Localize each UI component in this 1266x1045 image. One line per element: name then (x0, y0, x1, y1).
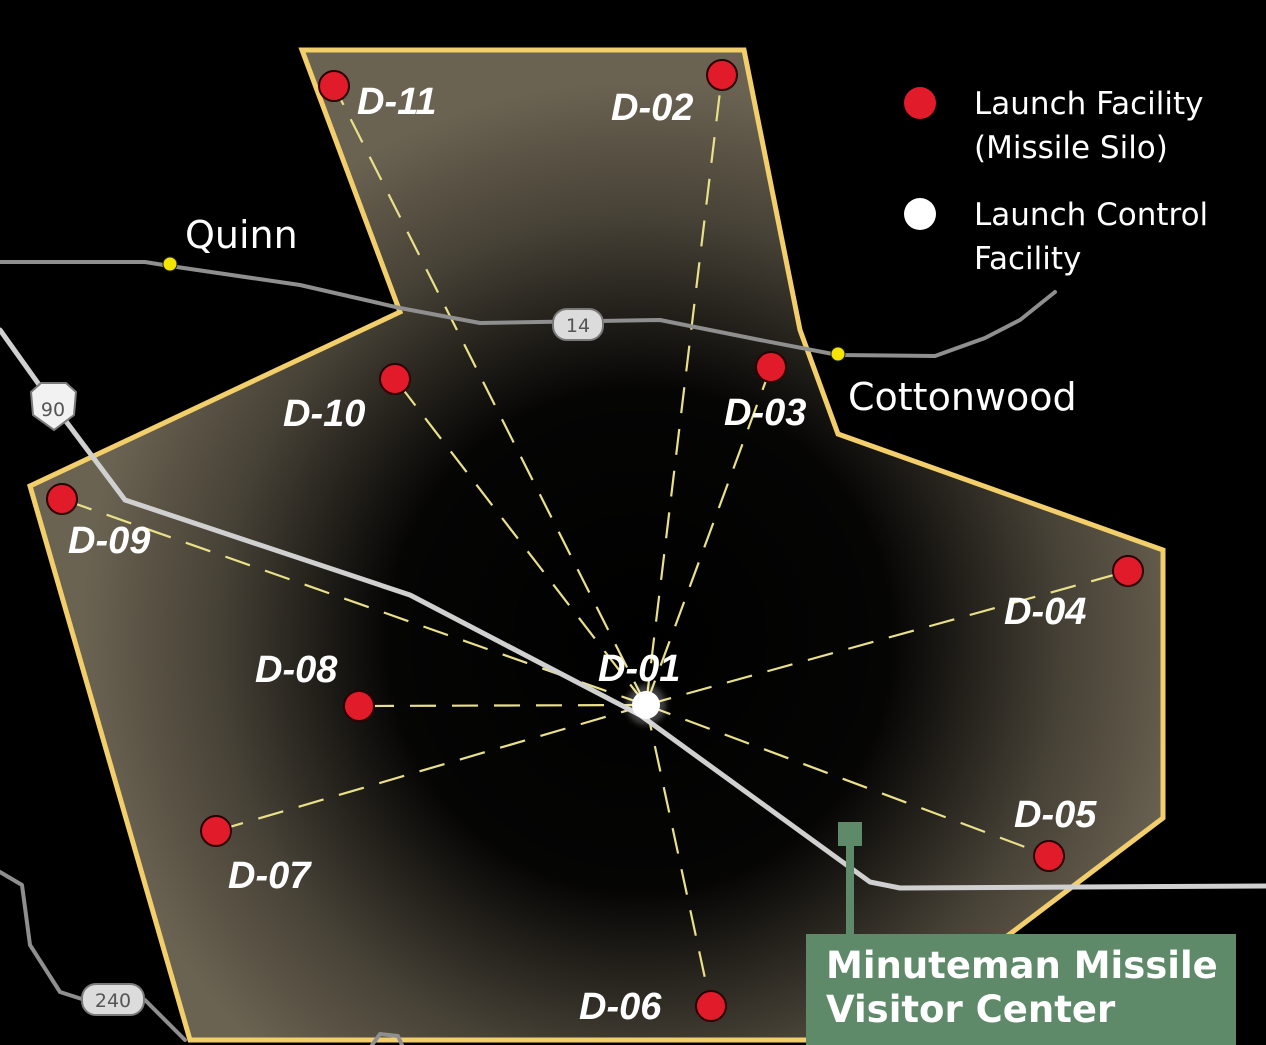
silo-label-d08: D-08 (255, 649, 338, 691)
visitor-center-callout (806, 934, 1236, 1045)
town-cottonwood: Cottonwood (830, 346, 1077, 419)
cable-line-d08 (358, 703, 647, 708)
cable-line-d03 (644, 366, 773, 706)
control-facility-dot (632, 691, 660, 719)
cable-line-d07 (215, 703, 647, 833)
legend-launch-facility-line1: Launch Facility (974, 86, 1203, 122)
legend-launch-facility-line2: (Missile Silo) (974, 130, 1168, 166)
silo-d02: D-02 (611, 59, 738, 129)
field-boundary (27, 47, 1166, 1043)
visitor-center-line2: Visitor Center (826, 988, 1116, 1031)
silo-label-d06: D-06 (579, 986, 662, 1028)
town-quinn: Quinn (162, 213, 298, 272)
legend-control-facility-line2: Facility (974, 241, 1081, 277)
silo-d07: D-07 (200, 815, 312, 897)
legend: Launch Facility (Missile Silo) Launch Co… (904, 86, 1208, 277)
cable-line-d05 (645, 703, 1050, 858)
silo-d03: D-03 (724, 351, 806, 434)
cable-line-d11 (333, 85, 647, 706)
town-label-cottonwood: Cottonwood (848, 375, 1077, 419)
silo-d06: D-06 (579, 986, 727, 1028)
town-label-quinn: Quinn (185, 213, 298, 257)
town-dot (830, 346, 846, 362)
silo-label-d02: D-02 (611, 87, 693, 129)
highway-14-shield: 14 (552, 308, 604, 341)
silo-label-d11: D-11 (357, 81, 437, 123)
cable-line-d06 (644, 704, 713, 1007)
silo-d05: D-05 (1014, 794, 1097, 872)
visitor-center: Minuteman Missile Visitor Center (806, 822, 1236, 1045)
silo-d10: D-10 (283, 363, 411, 435)
local-road (370, 1032, 404, 1045)
silo-label-d01: D-01 (598, 648, 680, 690)
silo-label-d03: D-03 (724, 392, 806, 434)
visitor-center-connector (846, 846, 854, 936)
silo-label-d05: D-05 (1014, 794, 1097, 836)
visitor-center-line1: Minuteman Missile (826, 944, 1218, 987)
launch-control-facility-d01: D-01 (598, 648, 680, 725)
launch-facilities: D-02 D-03 D-04 D-05 D-06 D-07 D-08 D-09 (46, 59, 1144, 1028)
silo-d11: D-11 (318, 70, 437, 123)
cable-line-d02 (644, 74, 724, 706)
silo-label-d09: D-09 (68, 520, 150, 562)
silo-d04: D-04 (1004, 555, 1144, 633)
highway-14-label: 14 (566, 315, 590, 337)
cable-line-d09 (61, 497, 647, 707)
interstate-90-shield: 90 (29, 382, 78, 432)
cable-line-d10 (394, 378, 647, 706)
interstate-90-label: 90 (41, 399, 65, 421)
silo-label-d07: D-07 (228, 855, 312, 897)
cable-lines (61, 74, 1129, 1007)
legend-control-facility-line1: Launch Control (974, 197, 1208, 233)
silo-d09: D-09 (46, 483, 150, 562)
silo-d08: D-08 (255, 649, 375, 722)
legend-control-dot (904, 198, 936, 230)
legend-silo-dot (904, 87, 936, 119)
town-dot (162, 256, 178, 272)
visitor-center-marker (838, 822, 862, 846)
highway-240-shield: 240 (81, 983, 145, 1016)
highway-240-label: 240 (95, 990, 131, 1012)
silo-label-d04: D-04 (1004, 591, 1086, 633)
silo-label-d10: D-10 (283, 393, 365, 435)
